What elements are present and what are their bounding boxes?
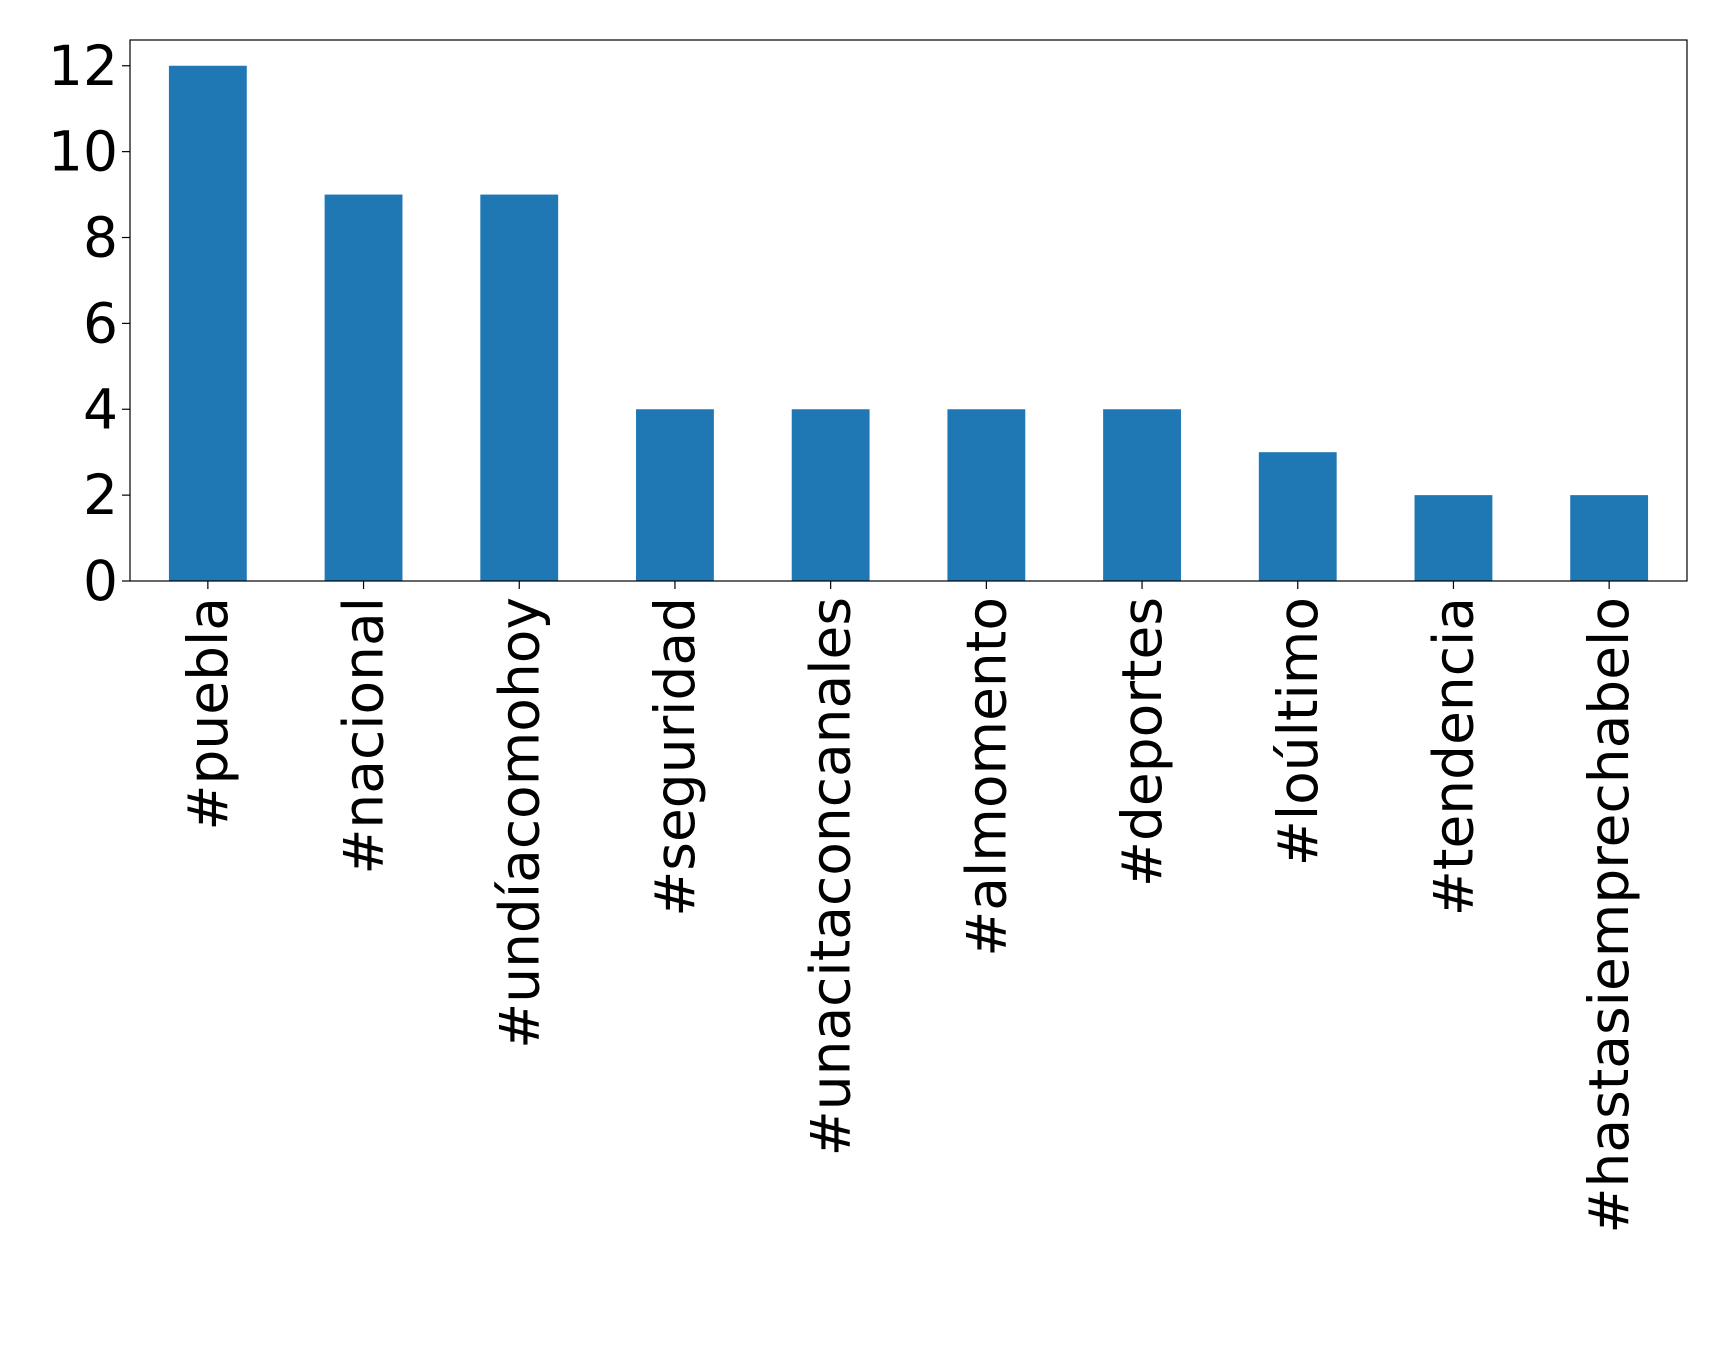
- bar: [480, 194, 559, 582]
- x-tick-label: #nacional: [332, 597, 396, 875]
- x-tick-label: #almomento: [954, 597, 1018, 957]
- x-tick-label: #puebla: [176, 597, 240, 831]
- bar: [1570, 495, 1649, 581]
- y-tick-label: 10: [48, 120, 118, 184]
- bar: [791, 409, 870, 581]
- x-tick-label: #undíacomohoy: [487, 597, 551, 1049]
- x-tick-label: #deportes: [1110, 597, 1174, 887]
- bar: [324, 194, 403, 582]
- y-tick-label: 2: [83, 463, 118, 527]
- bar: [636, 409, 714, 581]
- y-tick-label: 4: [83, 377, 118, 441]
- bar: [1414, 495, 1493, 581]
- y-tick-label: 0: [83, 549, 118, 613]
- bar: [168, 65, 247, 581]
- bar: [1258, 452, 1337, 581]
- x-tick-label: #seguridad: [643, 597, 707, 917]
- y-tick-label: 6: [83, 291, 118, 355]
- y-tick-label: 8: [83, 206, 118, 270]
- plot-frame: [129, 39, 1688, 582]
- bar: [1103, 409, 1181, 581]
- y-tick-label: 12: [48, 34, 118, 98]
- x-tick-label: #loúltimo: [1266, 597, 1330, 866]
- bar: [947, 409, 1026, 581]
- x-tick-label: #unacitaconcanales: [799, 597, 863, 1156]
- x-tick-label: #tendencia: [1421, 597, 1485, 916]
- x-tick-label: #hastasiemprechabelo: [1577, 597, 1641, 1234]
